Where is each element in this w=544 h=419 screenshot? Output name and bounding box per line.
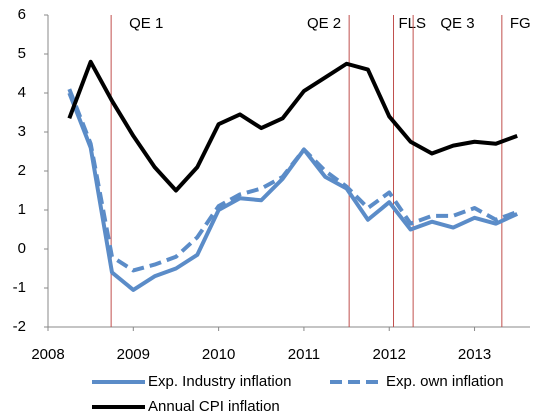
y-tick-label: 1 (18, 201, 26, 218)
x-tick-label: 2008 (31, 346, 64, 363)
y-tick-label: 0 (18, 240, 26, 257)
series-line (67, 88, 518, 273)
y-tick-label: 6 (18, 6, 26, 23)
y-tick-label: -2 (13, 318, 26, 335)
x-tick-label: 2013 (458, 346, 491, 363)
legend-label: Exp. own inflation (386, 373, 504, 390)
legend-label: Exp. Industry inflation (148, 373, 291, 390)
y-tick-label: 3 (18, 123, 26, 140)
event-label: FG (510, 15, 531, 32)
series-line (67, 92, 519, 292)
series-line (67, 59, 518, 193)
event-label: FLS (399, 15, 427, 32)
event-label: QE 3 (440, 15, 474, 32)
y-tick-label: 4 (18, 84, 26, 101)
x-tick-label: 2009 (117, 346, 150, 363)
x-tick-label: 2012 (373, 346, 406, 363)
y-tick-label: 2 (18, 162, 26, 179)
x-tick-label: 2010 (202, 346, 235, 363)
x-tick-label: 2011 (288, 346, 320, 363)
legend-label: Annual CPI inflation (148, 398, 280, 415)
event-label: QE 1 (129, 15, 163, 32)
event-label: QE 2 (307, 15, 341, 32)
y-tick-label: 5 (18, 45, 26, 62)
y-tick-label: -1 (13, 279, 26, 296)
